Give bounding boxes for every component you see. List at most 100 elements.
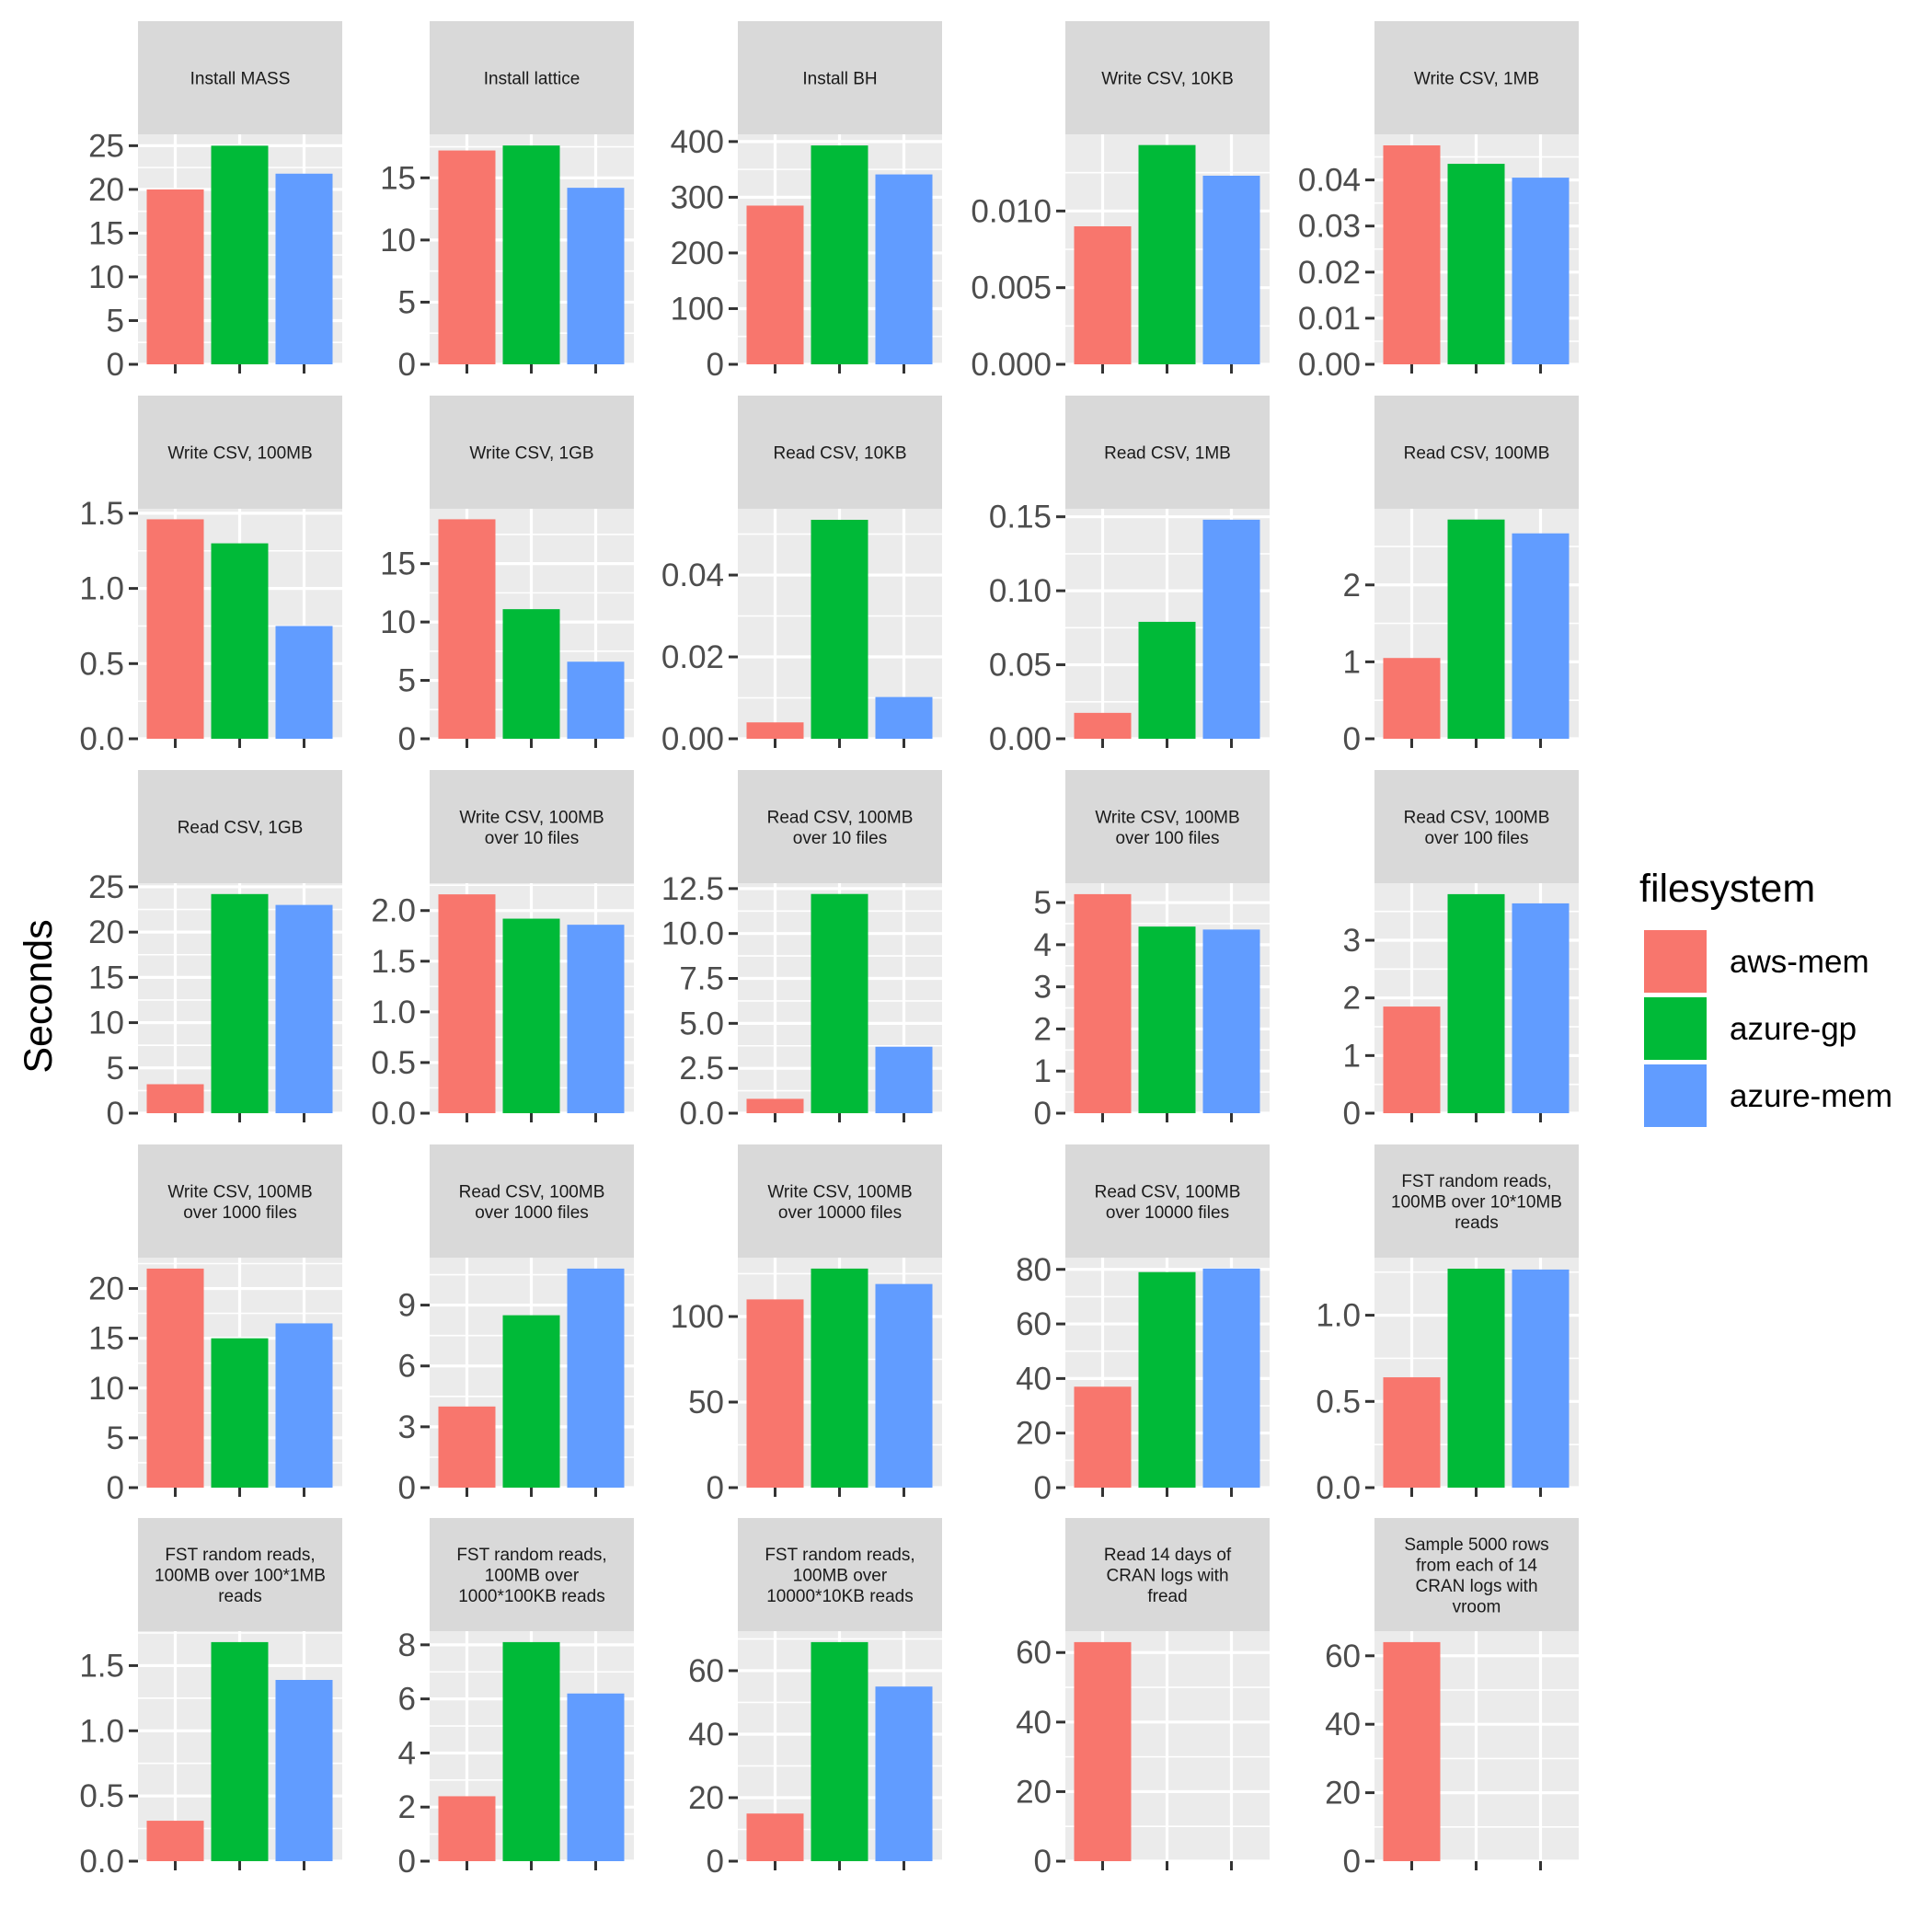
facet-strip (1374, 1144, 1579, 1258)
y-tick-label: 0 (1343, 1844, 1361, 1880)
y-tick-label: 60 (1016, 1635, 1052, 1671)
facet-title: Write CSV, 100MB (767, 1182, 912, 1202)
facet-strip (138, 770, 342, 883)
bar-azure-gp (211, 1338, 269, 1488)
y-tick-label: 40 (1325, 1707, 1361, 1742)
y-tick-label: 2.5 (679, 1051, 724, 1087)
y-tick-label: 0.5 (371, 1045, 416, 1081)
y-tick-label: 15 (88, 1321, 124, 1357)
facet-title: vroom (1453, 1597, 1501, 1616)
y-tick-label: 4 (1034, 927, 1052, 963)
facet-panel: Read CSV, 100MB over 10 files 0.0 2.5 5.0 7.5… (661, 770, 942, 1132)
bar-aws-mem (1074, 712, 1132, 739)
bar-aws-mem (146, 1084, 204, 1113)
y-tick-label: 3 (398, 1409, 416, 1445)
legend-title: filesystem (1639, 867, 1815, 911)
bar-aws-mem (146, 189, 204, 364)
y-tick-label: 20 (88, 914, 124, 950)
facet-title: over 10000 files (778, 1203, 902, 1223)
y-tick-label: 20 (1016, 1774, 1052, 1810)
y-tick-label: 0.03 (1298, 209, 1361, 245)
bar-azure-mem (875, 696, 933, 739)
facet-title: CRAN logs with (1415, 1577, 1537, 1596)
facet-title: Read CSV, 100MB (1404, 444, 1550, 464)
y-tick-label: 40 (1016, 1361, 1052, 1397)
y-tick-label: 0.00 (1298, 347, 1361, 383)
bar-azure-gp (502, 1641, 560, 1861)
bar-aws-mem (146, 1268, 204, 1488)
bar-aws-mem (1383, 145, 1441, 364)
bar-azure-gp (211, 145, 269, 364)
facet-title: fread (1147, 1587, 1187, 1606)
facet-strip (738, 396, 942, 509)
y-tick-label: 0 (1034, 1844, 1052, 1880)
y-tick-label: 1.5 (79, 496, 124, 532)
y-tick-label: 3 (1034, 970, 1052, 1006)
facet-title: Write CSV, 1MB (1414, 70, 1539, 89)
bar-azure-gp (811, 145, 868, 364)
facet-title: Write CSV, 10KB (1101, 70, 1234, 89)
facet-title: Install lattice (484, 70, 581, 89)
y-tick-label: 0.5 (79, 646, 124, 682)
y-tick-label: 10 (88, 1006, 124, 1041)
facet-panel: Write CSV, 100MB over 10 files 0.0 0.5 1.0 1.… (371, 770, 634, 1132)
y-tick-label: 60 (1325, 1639, 1361, 1674)
facet-panel: Write CSV, 100MB over 100 files 0 1 2 3 4 5 (1034, 770, 1270, 1132)
legend-label-azure-mem: azure-mem (1730, 1078, 1892, 1114)
y-tick-label: 10 (380, 604, 416, 640)
y-tick-label: 0 (707, 1470, 724, 1506)
facet-title: from each of 14 (1416, 1556, 1537, 1575)
facet-title: CRAN logs with (1106, 1567, 1228, 1586)
facet-title: over 10 files (793, 829, 887, 848)
y-tick-label: 0 (398, 347, 416, 383)
y-tick-label: 10 (88, 259, 124, 295)
bar-azure-gp (211, 1641, 269, 1861)
y-tick-label: 0 (1343, 1096, 1361, 1132)
y-tick-label: 0.01 (1298, 301, 1361, 337)
facet-strip (1065, 396, 1270, 509)
facet-panel: FST random reads, 100MB over 10*10MBreads… (1316, 1144, 1579, 1506)
y-tick-label: 400 (671, 124, 724, 160)
bar-azure-mem (275, 626, 333, 739)
y-tick-label: 2 (398, 1789, 416, 1825)
y-tick-label: 0 (1034, 1470, 1052, 1506)
facet-title: FST random reads, (765, 1546, 914, 1565)
y-tick-label: 15 (88, 960, 124, 995)
bar-azure-mem (1512, 1269, 1570, 1488)
y-tick-label: 5 (1034, 885, 1052, 921)
bar-azure-mem (567, 1693, 625, 1861)
facet-title: 100MB over 10*10MB (1391, 1193, 1562, 1213)
bar-azure-mem (1202, 929, 1260, 1113)
facet-title: reads (218, 1587, 262, 1606)
legend-key-azure-mem (1644, 1064, 1707, 1127)
bar-aws-mem (146, 519, 204, 739)
bar-aws-mem (1074, 1641, 1132, 1861)
bar-azure-mem (567, 925, 625, 1113)
y-tick-label: 200 (671, 236, 724, 271)
legend-key-aws-mem (1644, 930, 1707, 993)
y-tick-label: 0.04 (1298, 163, 1361, 199)
bar-azure-mem (275, 1323, 333, 1488)
bar-azure-gp (811, 520, 868, 739)
y-tick-label: 5 (107, 1420, 124, 1456)
facet-strip (1065, 21, 1270, 134)
bar-azure-mem (567, 1268, 625, 1488)
y-tick-label: 5.0 (679, 1006, 724, 1041)
y-tick-label: 0 (398, 721, 416, 757)
bar-azure-mem (875, 1686, 933, 1861)
y-tick-label: 60 (1016, 1306, 1052, 1342)
y-tick-label: 5 (107, 1051, 124, 1087)
facet-title: Install MASS (190, 70, 291, 89)
facet-strip (1374, 770, 1579, 883)
bar-azure-gp (811, 893, 868, 1113)
facet-strip (1374, 21, 1579, 134)
bar-azure-mem (1202, 519, 1260, 739)
bar-azure-mem (275, 904, 333, 1113)
y-tick-label: 15 (380, 160, 416, 196)
y-tick-label: 1 (1343, 644, 1361, 680)
